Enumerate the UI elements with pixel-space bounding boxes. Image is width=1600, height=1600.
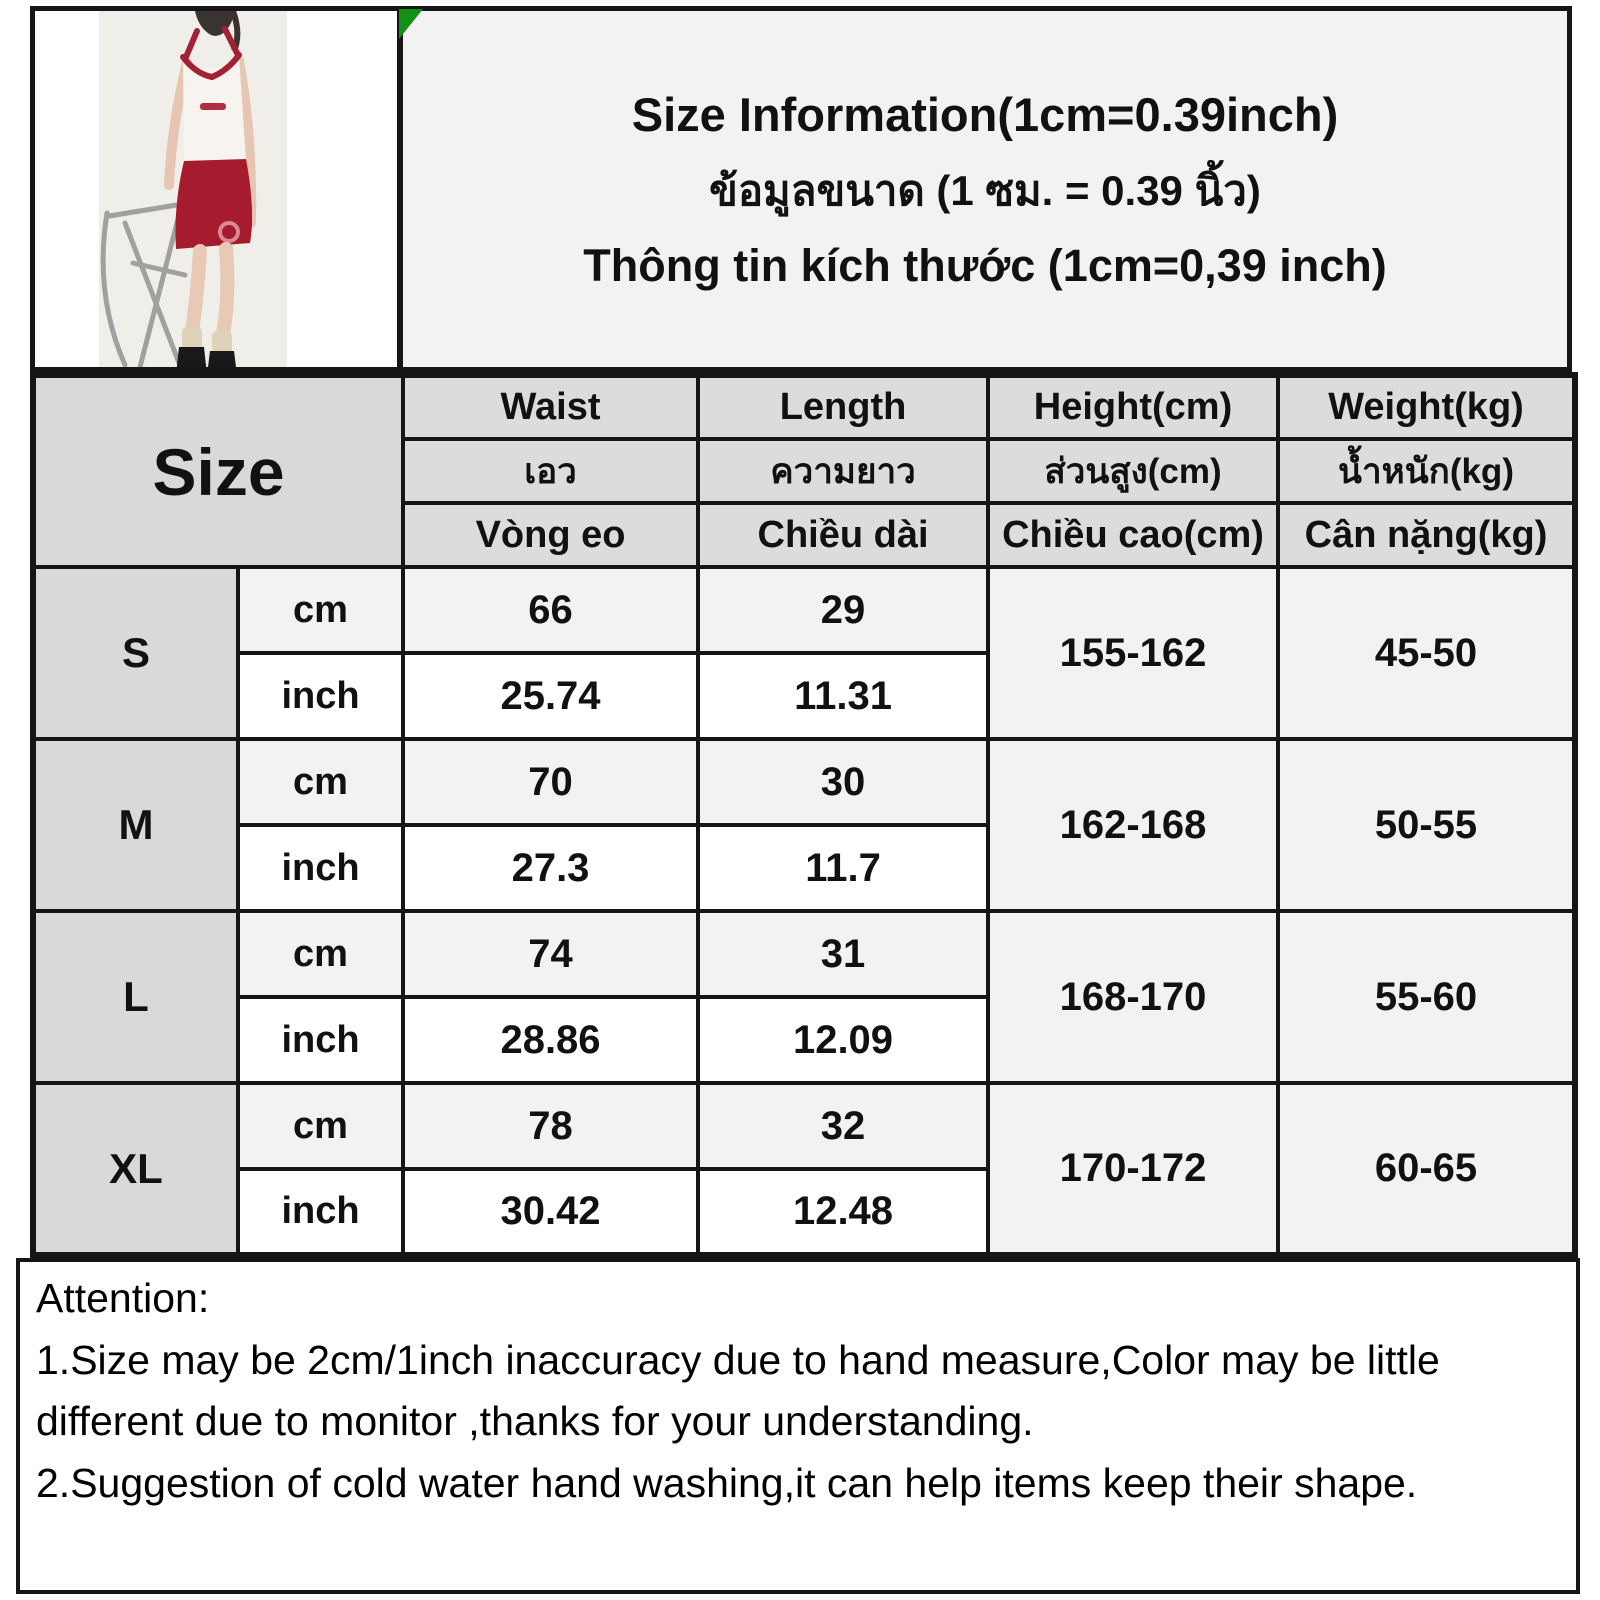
value-length-inch: 11.7: [696, 823, 991, 913]
col-header-height-vi: Chiều cao(cm): [986, 501, 1281, 569]
col-header-length-en: Length: [696, 373, 991, 441]
value-waist-cm: 78: [401, 1081, 701, 1171]
model-top-logo: [200, 103, 226, 110]
col-header-height-th: ส่วนสูง(cm): [986, 437, 1281, 505]
col-header-length-th: ความยาว: [696, 437, 991, 505]
col-header-length-vi: Chiều dài: [696, 501, 991, 569]
model-boot-left: [176, 347, 207, 367]
col-header-weight-en: Weight(kg): [1276, 373, 1578, 441]
value-length-inch: 12.09: [696, 995, 991, 1085]
green-corner-marker-icon: [399, 9, 423, 39]
unit-label: cm: [235, 909, 406, 999]
size-cell-m: M: [31, 737, 240, 913]
col-header-height-en: Height(cm): [986, 373, 1281, 441]
size-cell-xl: XL: [31, 1081, 240, 1257]
size-column-header: Size: [30, 373, 406, 569]
value-waist-cm: 70: [401, 737, 701, 827]
table-row: M cm 70 30 162-168 50-55: [31, 737, 1578, 913]
col-header-waist-vi: Vòng eo: [401, 501, 701, 569]
col-header-weight-th: น้ำหนัก(kg): [1276, 437, 1578, 505]
table-row: XL cm 78 32 170-172 60-65: [31, 1081, 1578, 1257]
model-illustration: [99, 11, 287, 367]
model-sock-right: [212, 331, 232, 355]
unit-label: inch: [235, 1167, 406, 1257]
unit-label: cm: [235, 565, 406, 655]
value-length-cm: 30: [696, 737, 991, 827]
attention-box: Attention: 1.Size may be 2cm/1inch inacc…: [16, 1258, 1580, 1594]
table-row: S cm 66 29 155-162 45-50: [31, 565, 1578, 741]
table-row: L cm 74 31 168-170 55-60: [31, 909, 1578, 1085]
attention-note-1: 1.Size may be 2cm/1inch inaccuracy due t…: [36, 1336, 1440, 1445]
size-cell-s: S: [31, 565, 240, 741]
attention-note-2: 2.Suggestion of cold water hand washing,…: [36, 1459, 1418, 1506]
value-height: 168-170: [986, 909, 1281, 1085]
value-waist-cm: 66: [401, 565, 701, 655]
unit-label: inch: [235, 651, 406, 741]
unit-label: cm: [235, 1081, 406, 1171]
model-skirt: [175, 159, 253, 249]
value-waist-inch: 28.86: [401, 995, 701, 1085]
chair-illustration: [100, 200, 192, 367]
value-waist-inch: 27.3: [401, 823, 701, 913]
model-top: [183, 55, 246, 170]
size-table: Size Waist Length Height(cm) Weight(kg) …: [30, 372, 1579, 1258]
table-row: inch 27.3 11.7: [33, 823, 1575, 913]
col-header-weight-vi: Cân nặng(kg): [1276, 501, 1578, 569]
value-weight: 45-50: [1276, 565, 1578, 741]
unit-label: inch: [235, 995, 406, 1085]
value-height: 170-172: [986, 1081, 1281, 1257]
title-vietnamese: Thông tin kích thước (1cm=0,39 inch): [583, 239, 1387, 291]
title-panel: Size Information(1cm=0.39inch) ข้อมูลขนา…: [398, 6, 1572, 372]
title-english: Size Information(1cm=0.39inch): [631, 87, 1339, 141]
attention-heading: Attention:: [36, 1275, 210, 1321]
model-top-trim: [180, 26, 242, 80]
value-length-cm: 32: [696, 1081, 991, 1171]
size-cell-l: L: [31, 909, 240, 1085]
product-photo: [30, 6, 402, 372]
skirt-ring-detail: [218, 221, 240, 243]
value-length-inch: 11.31: [696, 651, 991, 741]
table-row: inch 30.42 12.48: [33, 1167, 1575, 1257]
value-waist-inch: 30.42: [401, 1167, 701, 1257]
value-waist-inch: 25.74: [401, 651, 701, 741]
value-height: 155-162: [986, 565, 1281, 741]
model-boot-right: [208, 351, 236, 367]
unit-label: cm: [235, 737, 406, 827]
unit-label: inch: [235, 823, 406, 913]
col-header-waist-th: เอว: [401, 437, 701, 505]
value-weight: 55-60: [1276, 909, 1578, 1085]
value-length-cm: 31: [696, 909, 991, 999]
table-row: inch 25.74 11.31: [33, 651, 1575, 741]
title-thai: ข้อมูลขนาด (1 ซม. = 0.39 นิ้ว): [709, 166, 1261, 214]
value-length-cm: 29: [696, 565, 991, 655]
col-header-waist-en: Waist: [401, 373, 701, 441]
value-waist-cm: 74: [401, 909, 701, 999]
value-weight: 50-55: [1276, 737, 1578, 913]
model-sock-left: [182, 327, 202, 353]
value-height: 162-168: [986, 737, 1281, 913]
value-length-inch: 12.48: [696, 1167, 991, 1257]
value-weight: 60-65: [1276, 1081, 1578, 1257]
table-row: inch 28.86 12.09: [33, 995, 1575, 1085]
